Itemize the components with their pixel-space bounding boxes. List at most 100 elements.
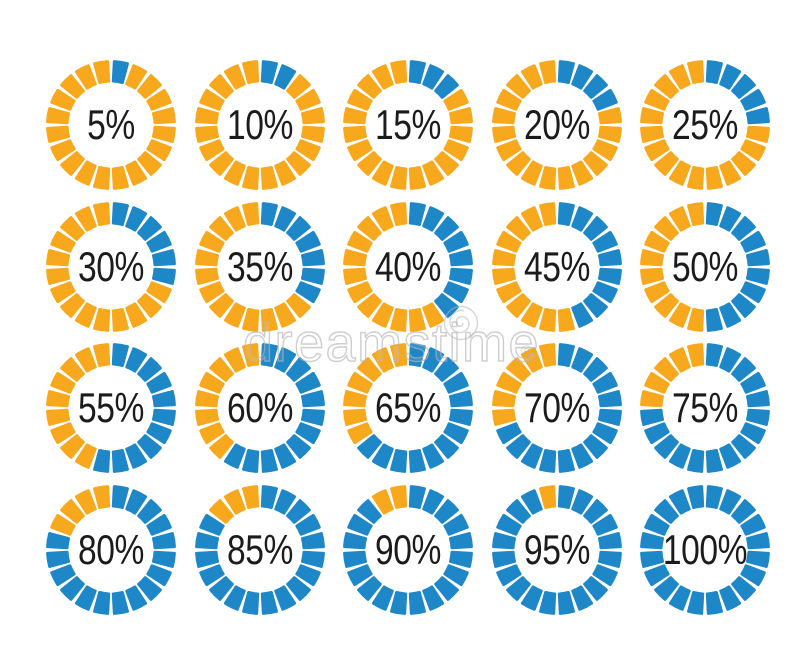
donut-segment-filled xyxy=(273,443,296,469)
donut-segment-empty xyxy=(520,205,543,232)
donut-segment-filled xyxy=(343,531,367,549)
donut-ring-55 xyxy=(46,343,176,473)
donut-segment-empty xyxy=(50,422,76,445)
donut-segment-filled xyxy=(300,408,325,426)
donut-ring-60 xyxy=(194,343,325,473)
donut-segment-empty xyxy=(538,307,556,332)
donut-segment-filled xyxy=(93,449,111,473)
donut-segment-filled xyxy=(347,513,373,536)
donut-segment-filled xyxy=(260,343,278,367)
donut-segment-filled xyxy=(597,248,622,266)
donut-segment-filled xyxy=(557,590,575,615)
donut-segment-empty xyxy=(208,74,234,99)
donut-segment-filled xyxy=(491,531,516,549)
donut-segment-empty xyxy=(520,64,543,90)
donut-segment-filled xyxy=(223,443,246,469)
donut-segment-empty xyxy=(668,64,691,90)
donut-segment-empty xyxy=(347,371,373,394)
donut-segment-filled xyxy=(285,434,311,459)
donut-segment-filled xyxy=(591,513,618,536)
donut-segment-empty xyxy=(449,125,473,143)
donut-segment-empty xyxy=(557,166,575,190)
donut-segment-empty xyxy=(408,307,426,332)
donut-segment-empty xyxy=(208,292,234,318)
donut-ring-50 xyxy=(640,201,770,332)
donut-segment-filled xyxy=(443,371,469,394)
donut-ring-95 xyxy=(491,484,622,615)
donut-segment-filled xyxy=(273,584,296,611)
donut-segment-filled xyxy=(137,434,162,459)
donut-segment-filled xyxy=(74,584,97,611)
donut-segment-filled xyxy=(443,513,469,536)
donut-segment-filled xyxy=(582,357,608,382)
donut-segment-filled xyxy=(582,575,608,601)
donut-chart-100 xyxy=(638,483,772,617)
donut-segment-filled xyxy=(111,343,129,367)
donut-segment-filled xyxy=(731,215,756,241)
donut-ring-85 xyxy=(194,484,325,615)
donut-segment-empty xyxy=(491,267,516,285)
donut-segment-empty xyxy=(520,160,543,186)
donut-ring-65 xyxy=(343,343,473,473)
donut-segment-empty xyxy=(731,151,756,176)
donut-segment-empty xyxy=(347,422,373,445)
donut-segment-empty xyxy=(347,230,373,253)
donut-segment-filled xyxy=(111,60,129,84)
donut-segment-empty xyxy=(241,343,259,367)
donut-segment-empty xyxy=(93,484,111,509)
donut-segment-empty xyxy=(668,347,691,373)
donut-segment-empty xyxy=(223,64,246,90)
donut-segment-empty xyxy=(46,248,70,266)
donut-segment-filled xyxy=(582,215,608,241)
donut-segment-empty xyxy=(93,343,111,367)
donut-segment-empty xyxy=(208,357,234,382)
donut-segment-empty xyxy=(740,139,766,162)
donut-segment-empty xyxy=(60,215,85,241)
donut-segment-empty xyxy=(223,347,246,373)
donut-segment-filled xyxy=(137,575,162,601)
donut-segment-empty xyxy=(597,107,622,125)
donut-segment-empty xyxy=(194,248,219,266)
donut-segment-filled xyxy=(719,347,742,373)
donut-segment-filled xyxy=(705,484,723,509)
donut-segment-filled xyxy=(260,590,278,615)
donut-segment-empty xyxy=(668,301,691,328)
donut-segment-empty xyxy=(357,151,382,176)
donut-segment-empty xyxy=(300,125,325,143)
donut-segment-empty xyxy=(60,357,85,382)
donut-segment-empty xyxy=(343,107,367,125)
donut-segment-empty xyxy=(491,390,516,408)
donut-segment-empty xyxy=(570,160,593,186)
donut-segment-filled xyxy=(152,390,176,408)
donut-segment-filled xyxy=(434,434,459,459)
donut-segment-filled xyxy=(294,513,321,536)
donut-segment-empty xyxy=(640,248,664,266)
donut-segment-filled xyxy=(300,531,325,549)
donut-segment-filled xyxy=(570,301,593,328)
donut-segment-filled xyxy=(746,531,770,549)
donut-segment-empty xyxy=(50,88,76,111)
donut-segment-filled xyxy=(125,347,148,373)
donut-segment-empty xyxy=(538,201,556,226)
donut-ring-90 xyxy=(343,484,473,615)
donut-segment-empty xyxy=(347,88,373,111)
donut-segment-filled xyxy=(357,434,382,459)
donut-ring-15 xyxy=(343,60,473,190)
donut-segment-empty xyxy=(668,160,691,186)
donut-segment-empty xyxy=(137,151,162,176)
donut-segment-empty xyxy=(343,408,367,426)
donut-segment-empty xyxy=(687,343,705,367)
donut-segment-empty xyxy=(74,443,97,469)
donut-segment-empty xyxy=(198,139,225,162)
donut-segment-empty xyxy=(60,151,85,176)
donut-segment-empty xyxy=(644,280,670,303)
donut-ring-40 xyxy=(343,201,473,332)
donut-chart-5 xyxy=(44,58,178,192)
donut-segment-filled xyxy=(146,563,172,586)
donut-segment-filled xyxy=(449,248,473,266)
donut-segment-filled xyxy=(194,531,219,549)
donut-chart-10 xyxy=(193,58,327,192)
donut-segment-empty xyxy=(60,498,85,524)
donut-chart-85 xyxy=(193,483,327,617)
donut-segment-filled xyxy=(273,488,296,515)
